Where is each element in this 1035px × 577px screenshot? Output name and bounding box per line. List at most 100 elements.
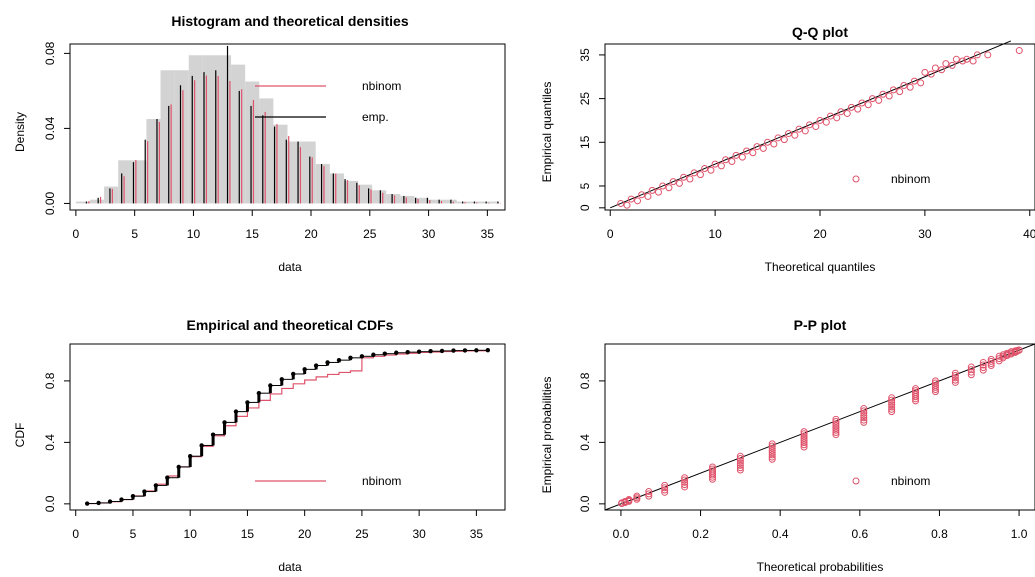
empirical-cdf-point [302, 367, 307, 372]
cdf-y-tick-label: 0.8 [43, 372, 57, 389]
histogram-bar [386, 194, 401, 204]
qq-y-label: Empirical quantiles [540, 82, 554, 183]
qq-point [623, 201, 631, 209]
qq-point [906, 83, 914, 91]
pp-point [967, 363, 975, 371]
pp-point [768, 446, 776, 454]
empirical-cdf-point [313, 363, 319, 368]
pp-point [736, 461, 744, 469]
qq-point [889, 86, 897, 94]
qq-x-tick-label: 20 [813, 227, 827, 241]
pp-point [888, 403, 896, 411]
cdf-x-tick-label: 15 [241, 527, 255, 541]
empirical-cdf-point [394, 350, 399, 355]
pp-point [912, 389, 920, 397]
qq-point [927, 70, 935, 78]
qq-y-tick-label: 0 [578, 204, 592, 211]
histogram-bar [442, 199, 457, 204]
pp-point [625, 496, 633, 504]
qq-point [764, 138, 772, 146]
pp-point [951, 376, 959, 384]
qq-x-tick-label: 10 [708, 227, 722, 241]
pp-point [967, 371, 975, 379]
cdf-x-tick-label: 30 [412, 527, 426, 541]
hist-x-tick-label: 15 [246, 227, 260, 241]
qq-point [948, 61, 956, 69]
pp-point [736, 455, 744, 463]
pp-point [888, 398, 896, 406]
pp-point [951, 378, 959, 386]
histogram-bar [104, 186, 119, 204]
qq-point [696, 171, 704, 179]
qq-point [711, 160, 719, 168]
pp-point [768, 449, 776, 457]
pp-point [888, 408, 896, 416]
qq-point [749, 149, 757, 157]
empirical-cdf-point [439, 348, 445, 354]
qq-point [638, 191, 646, 199]
pp-point [999, 351, 1007, 359]
qq-point [648, 186, 656, 194]
histogram-bar [273, 124, 288, 204]
pp-y-tick-label: 0.0 [578, 495, 592, 512]
pp-y-tick-label: 0.4 [578, 434, 592, 451]
pp-point [645, 492, 653, 500]
cdf-y-label: CDF [13, 423, 27, 448]
qq-point [780, 136, 788, 144]
qq-y-tick-label: 5 [578, 182, 592, 189]
qq-point [822, 118, 830, 126]
hist-y-tick-label: 0.00 [43, 191, 57, 215]
pp-point [912, 387, 920, 395]
qq-point [701, 165, 709, 172]
qq-point [984, 51, 992, 59]
pp-point [661, 488, 669, 496]
cdf-x-tick-label: 10 [184, 527, 198, 541]
pp-point [800, 441, 808, 449]
histogram-bar [132, 160, 147, 204]
qq-point [732, 151, 740, 159]
histogram-bar [414, 197, 429, 204]
qq-point [854, 105, 862, 113]
pp-point [979, 361, 987, 369]
pp-point [768, 442, 776, 450]
pp-point [709, 467, 716, 475]
qq-y-tick-label: 15 [578, 135, 592, 149]
empirical-cdf-point [462, 348, 468, 353]
qq-axes: 0 10 20 30 40 0 5 15 25 35 [578, 43, 1035, 241]
pp-point [768, 440, 776, 448]
hist-x-tick-label: 35 [481, 227, 495, 241]
qq-panel: Q-Q plot 0 10 20 30 40 0 5 15 25 35 Theoretical q… [540, 24, 1035, 274]
qq-point [833, 114, 841, 122]
pp-point [888, 405, 896, 413]
pp-point [860, 414, 868, 422]
pp-point [967, 366, 975, 374]
qq-point [837, 108, 845, 116]
qq-point [627, 195, 635, 203]
histogram-marks [75, 45, 501, 204]
qq-point [795, 125, 803, 133]
hist-x-tick-label: 25 [363, 227, 377, 241]
histogram-bar [188, 55, 203, 204]
pp-plot-frame [604, 343, 1035, 511]
pp-point [736, 466, 744, 474]
empirical-cdf-point [474, 348, 479, 353]
qq-point [728, 158, 736, 166]
empirical-cdf-point [187, 454, 193, 459]
histogram-axes: 0 5 10 15 20 25 30 35 0.00 0.04 0.08 [43, 41, 506, 241]
cdf-x-tick-label: 5 [130, 527, 137, 541]
pp-point [736, 452, 744, 460]
pp-point [681, 474, 689, 482]
qq-point [826, 112, 834, 120]
empirical-cdf-point [153, 483, 159, 488]
histogram-bar [428, 199, 443, 204]
empirical-cdf-point [336, 357, 342, 363]
qq-point [864, 101, 872, 109]
qq-point [801, 127, 809, 135]
qq-x-tick-label: 40 [1023, 227, 1035, 241]
pp-point [860, 411, 868, 419]
empirical-cdf-point [268, 383, 273, 388]
pp-point [618, 499, 626, 507]
pp-point [645, 488, 653, 496]
pp-point [1003, 349, 1011, 357]
empirical-cdf-point [165, 475, 170, 480]
